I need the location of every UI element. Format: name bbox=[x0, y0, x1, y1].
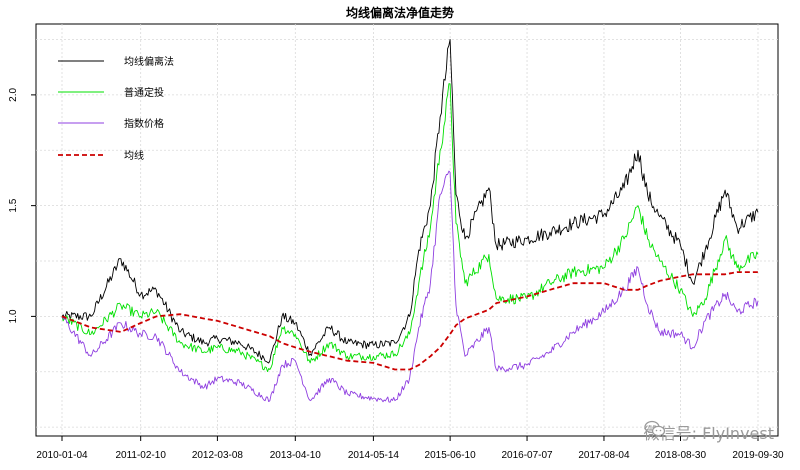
x-tick-label: 2017-08-04 bbox=[578, 450, 630, 461]
legend-label: 均线偏离法 bbox=[124, 55, 174, 68]
x-tick-label: 2013-04-10 bbox=[270, 450, 322, 461]
legend-label: 均线 bbox=[124, 149, 144, 162]
x-tick-label: 2010-01-04 bbox=[36, 450, 88, 461]
legend-label: 普通定投 bbox=[124, 86, 164, 99]
x-tick-label: 2014-05-14 bbox=[348, 450, 400, 461]
watermark: 微信号: FlyInvest bbox=[644, 420, 774, 444]
series-line-0 bbox=[61, 39, 759, 364]
y-tick-label: 1.0 bbox=[8, 309, 19, 323]
plot-frame bbox=[35, 23, 779, 437]
series-line-1 bbox=[61, 83, 759, 373]
series-layer bbox=[61, 39, 759, 403]
wechat-icon bbox=[643, 420, 665, 437]
x-tick-label: 2015-06-10 bbox=[425, 450, 477, 461]
x-tick-label: 2019-09-30 bbox=[732, 450, 784, 461]
x-tick-label: 2018-08-30 bbox=[655, 450, 707, 461]
grid bbox=[36, 24, 778, 436]
x-tick-label: 2011-02-10 bbox=[115, 450, 166, 461]
legend-label: 指数价格 bbox=[124, 117, 164, 130]
series-line-3 bbox=[61, 271, 758, 371]
y-tick-label: 2.0 bbox=[8, 87, 19, 101]
y-tick-label: 1.5 bbox=[8, 198, 19, 212]
axes: 1.0 1.5 2.0 2010-01-04 2011-02-10 2012-03-08 2… bbox=[8, 87, 784, 461]
chart-title: 均线偏离法净值走势 bbox=[346, 5, 454, 20]
x-tick-label: 2016-07-07 bbox=[501, 450, 553, 461]
x-tick-label: 2012-03-08 bbox=[192, 450, 244, 461]
watermark-text: 微信号: FlyInvest bbox=[643, 424, 774, 443]
